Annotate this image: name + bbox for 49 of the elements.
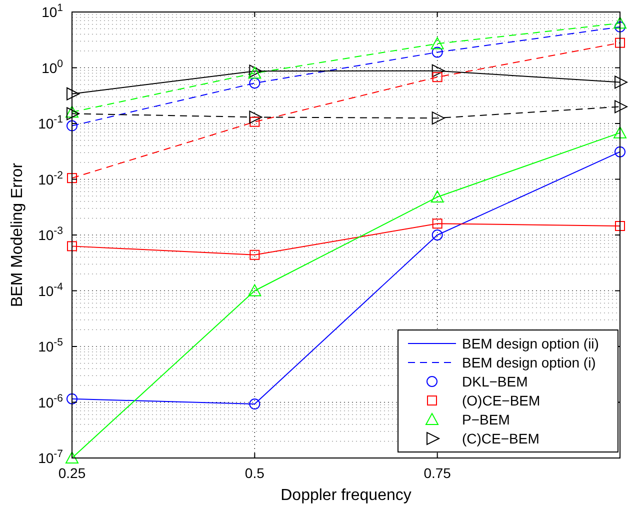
y-tick-label: 10$^{1}$	[42, 2, 64, 20]
y-tick-label: 10$^{-5}$	[38, 336, 64, 354]
point	[615, 221, 625, 232]
point	[430, 190, 444, 203]
point	[66, 107, 80, 120]
point	[66, 106, 78, 118]
point	[614, 100, 628, 114]
y-axis-title: BEM Modeling Error	[9, 162, 26, 308]
point	[67, 173, 77, 184]
point	[614, 21, 626, 32]
point	[432, 64, 445, 78]
point	[66, 452, 78, 464]
point	[66, 87, 80, 100]
x-tick-label: 0.75	[424, 465, 452, 481]
point	[614, 76, 628, 89]
point	[614, 146, 626, 158]
point	[614, 16, 626, 29]
y-tick-label: 10$^{-6}$	[38, 392, 64, 410]
legend-label: (O)CE−BEM	[462, 392, 540, 408]
point	[432, 218, 442, 229]
x-tick-label: 0.5	[244, 465, 265, 481]
point	[432, 72, 442, 82]
legend-label: P−BEM	[462, 412, 510, 428]
point	[432, 46, 443, 58]
y-tick-label: 10$^{0}$	[42, 58, 64, 76]
point	[248, 284, 262, 296]
legend-label: BEM design option (ii)	[462, 336, 599, 352]
point	[430, 37, 444, 50]
x-axis-title: Doppler frequency	[280, 487, 412, 504]
point	[250, 250, 260, 260]
legend-label: DKL−BEM	[462, 374, 528, 390]
legend-label: BEM design option (i)	[462, 354, 596, 370]
y-tick-label: 10$^{-7}$	[38, 448, 64, 466]
y-tick-label: 10$^{-2}$	[38, 169, 64, 188]
point	[249, 398, 260, 410]
point	[67, 241, 77, 252]
point	[66, 393, 78, 404]
point	[432, 112, 445, 125]
y-tick-label: 10$^{-3}$	[38, 225, 64, 243]
y-tick-label: 10$^{-1}$	[38, 114, 64, 132]
x-tick-label: 0.25	[58, 465, 86, 481]
point	[615, 38, 625, 48]
point	[66, 120, 78, 132]
point	[249, 78, 260, 89]
y-tick-label: 10$^{-4}$	[38, 280, 64, 299]
point	[432, 230, 443, 240]
legend-label: (C)CE−BEM	[462, 430, 540, 446]
point	[249, 110, 262, 124]
point	[614, 126, 626, 138]
